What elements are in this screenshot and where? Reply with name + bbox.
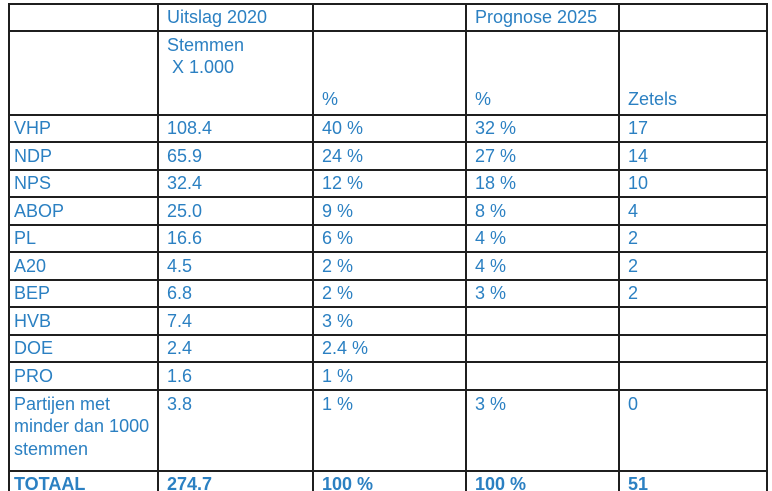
header-empty-cell (618, 3, 768, 32)
cell-pct-2020: 1 % (312, 388, 467, 472)
table-row-pro: PRO 1.6 1 % (8, 361, 768, 391)
cell-zetels: 2 (618, 223, 768, 253)
cell-pct-2025: 27 % (465, 141, 620, 171)
cell-party: DOE (8, 333, 159, 363)
cell-party: A20 (8, 251, 159, 281)
cell-pct-2020: 2.4 % (312, 333, 467, 363)
table-row-hvb: HVB 7.4 3 % (8, 306, 768, 336)
cell-pct-2020: 9 % (312, 196, 467, 226)
cell-pct-2020: 3 % (312, 306, 467, 336)
cell-stemmen: 6.8 (157, 278, 314, 308)
cell-pct-2020: 2 % (312, 278, 467, 308)
cell-zetels: 2 (618, 251, 768, 281)
cell-pct-2025: 4 % (465, 251, 620, 281)
table-row-vhp: VHP 108.4 40 % 32 % 17 (8, 113, 768, 143)
header-empty-cell (8, 29, 159, 116)
table-row-ndp: NDP 65.9 24 % 27 % 14 (8, 141, 768, 171)
cell-party: HVB (8, 306, 159, 336)
header-zetels: Zetels (618, 29, 768, 116)
cell-zetels (618, 361, 768, 391)
cell-pct-2020: 12 % (312, 168, 467, 198)
cell-zetels (618, 333, 768, 363)
cell-zetels: 14 (618, 141, 768, 171)
cell-stemmen: 4.5 (157, 251, 314, 281)
table-row-pl: PL 16.6 6 % 4 % 2 (8, 223, 768, 253)
cell-pct-2025 (465, 306, 620, 336)
cell-pct-2020: 6 % (312, 223, 467, 253)
cell-stemmen: 2.4 (157, 333, 314, 363)
cell-stemmen-total: 274.7 (157, 469, 314, 491)
cell-pct-2020: 1 % (312, 361, 467, 391)
cell-stemmen: 25.0 (157, 196, 314, 226)
cell-pct-2025: 3 % (465, 388, 620, 472)
table-row-nps: NPS 32.4 12 % 18 % 10 (8, 168, 768, 198)
cell-pct-2025-total: 100 % (465, 469, 620, 491)
cell-party: PL (8, 223, 159, 253)
cell-pct-2025: 8 % (465, 196, 620, 226)
cell-party-total: TOTAAL (8, 469, 159, 491)
header-empty-cell (312, 3, 467, 32)
table-row-bep: BEP 6.8 2 % 3 % 2 (8, 278, 768, 308)
cell-pct-2025: 4 % (465, 223, 620, 253)
cell-zetels: 10 (618, 168, 768, 198)
header-stemmen-unit: Stemmen X 1.000 (157, 29, 314, 116)
cell-zetels: 2 (618, 278, 768, 308)
header-pct-2025: % (465, 29, 620, 116)
cell-pct-2025 (465, 333, 620, 363)
header-row-groups: Uitslag 2020 Prognose 2025 (8, 3, 768, 32)
election-results-table: Uitslag 2020 Prognose 2025 Stemmen X 1.0… (8, 3, 768, 491)
cell-party: VHP (8, 113, 159, 143)
table-row-doe: DOE 2.4 2.4 % (8, 333, 768, 363)
cell-party: NPS (8, 168, 159, 198)
cell-stemmen: 7.4 (157, 306, 314, 336)
cell-zetels: 17 (618, 113, 768, 143)
cell-party: BEP (8, 278, 159, 308)
cell-pct-2025: 18 % (465, 168, 620, 198)
header-prognose-2025: Prognose 2025 (465, 3, 620, 32)
cell-party: NDP (8, 141, 159, 171)
cell-stemmen: 108.4 (157, 113, 314, 143)
cell-pct-2020-total: 100 % (312, 469, 467, 491)
table-row-a20: A20 4.5 2 % 4 % 2 (8, 251, 768, 281)
cell-stemmen: 3.8 (157, 388, 314, 472)
cell-pct-2025: 32 % (465, 113, 620, 143)
header-uitslag-2020: Uitslag 2020 (157, 3, 314, 32)
cell-pct-2025 (465, 361, 620, 391)
table-row-abop: ABOP 25.0 9 % 8 % 4 (8, 196, 768, 226)
header-row-units: Stemmen X 1.000 % % Zetels (8, 29, 768, 116)
cell-pct-2025: 3 % (465, 278, 620, 308)
cell-stemmen: 1.6 (157, 361, 314, 391)
table-row-totaal: TOTAAL 274.7 100 % 100 % 51 (8, 469, 768, 491)
cell-zetels-total: 51 (618, 469, 768, 491)
cell-pct-2020: 24 % (312, 141, 467, 171)
cell-pct-2020: 40 % (312, 113, 467, 143)
header-pct-2020: % (312, 29, 467, 116)
cell-zetels: 0 (618, 388, 768, 472)
header-empty-cell (8, 3, 159, 32)
cell-party: ABOP (8, 196, 159, 226)
cell-party: PRO (8, 361, 159, 391)
cell-party: Partijen met minder dan 1000 stemmen (8, 388, 159, 472)
cell-stemmen: 32.4 (157, 168, 314, 198)
cell-pct-2020: 2 % (312, 251, 467, 281)
cell-zetels (618, 306, 768, 336)
table-row-kleine-partijen: Partijen met minder dan 1000 stemmen 3.8… (8, 388, 768, 472)
cell-stemmen: 65.9 (157, 141, 314, 171)
cell-stemmen: 16.6 (157, 223, 314, 253)
cell-zetels: 4 (618, 196, 768, 226)
